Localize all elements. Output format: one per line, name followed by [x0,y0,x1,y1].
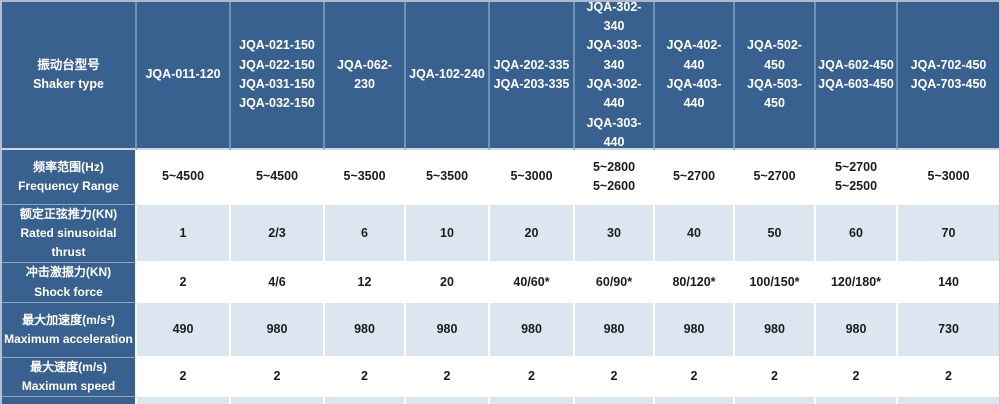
value-cell: 50 [735,205,816,263]
value-cell: 2 [735,358,816,397]
column-header-jqa-021-group: JQA-021-150 JQA-022-150 JQA-031-150 JQA-… [231,2,325,150]
value-cell: 2 [816,358,898,397]
row-label-partial [2,397,137,404]
value-cell: 2 [137,263,231,303]
column-header-jqa-011: JQA-011-120 [137,2,231,150]
value-cell: 60 [816,205,898,263]
value-cell: 10 [406,205,490,263]
value-cell: 980 [735,303,816,358]
value-cell: 2/3 [231,205,325,263]
row-label-shock-force: 冲击激振力(KN) Shock force [2,263,137,303]
value-cell: 980 [490,303,575,358]
value-cell: 5~3000 [898,150,999,205]
row-label-rated-thrust: 额定正弦推力(KN) Rated sinusoidal thrust [2,205,137,263]
value-cell: 5~2700 [735,150,816,205]
value-cell: 5~3500 [406,150,490,205]
value-cell: 12 [325,263,406,303]
value-cell: 5~2700 [655,150,735,205]
value-cell-partial [816,397,898,404]
value-cell: 20 [490,205,575,263]
row-label-max-speed: 最大速度(m/s) Maximum speed [2,358,137,397]
value-cell: 980 [325,303,406,358]
value-cell: 60/90* [575,263,655,303]
column-header-jqa-062: JQA-062-230 [325,2,406,150]
column-header-jqa-302-group: JQA-302-340 JQA-303-340 JQA-302-440 JQA-… [575,2,655,150]
corner-header-shaker-type: 振动台型号 Shaker type [2,2,137,150]
value-cell: 140 [898,263,999,303]
row-label-max-acceleration: 最大加速度(m/s²) Maximum acceleration [2,303,137,358]
value-cell: 120/180* [816,263,898,303]
value-cell: 2 [898,358,999,397]
value-cell-partial [655,397,735,404]
value-cell-partial [137,397,231,404]
value-cell-partial [898,397,999,404]
value-cell: 20 [406,263,490,303]
value-cell: 2 [231,358,325,397]
value-cell: 980 [655,303,735,358]
value-cell: 40/60* [490,263,575,303]
column-header-jqa-602-group: JQA-602-450 JQA-603-450 [816,2,898,150]
value-cell: 980 [231,303,325,358]
value-cell-partial [490,397,575,404]
value-cell-partial [735,397,816,404]
value-cell: 980 [816,303,898,358]
value-cell: 5~2700 5~2500 [816,150,898,205]
value-cell: 730 [898,303,999,358]
value-cell: 2 [137,358,231,397]
value-cell: 980 [575,303,655,358]
value-cell: 5~2800 5~2600 [575,150,655,205]
value-cell: 6 [325,205,406,263]
value-cell: 30 [575,205,655,263]
column-header-jqa-202-group: JQA-202-335 JQA-203-335 [490,2,575,150]
column-header-jqa-402-group: JQA-402-440 JQA-403-440 [655,2,735,150]
value-cell-partial [325,397,406,404]
value-cell: 4/6 [231,263,325,303]
value-cell: 2 [325,358,406,397]
value-cell-partial [231,397,325,404]
value-cell: 980 [406,303,490,358]
value-cell: 2 [490,358,575,397]
value-cell: 2 [406,358,490,397]
value-cell: 40 [655,205,735,263]
value-cell: 5~4500 [231,150,325,205]
value-cell: 1 [137,205,231,263]
value-cell: 5~4500 [137,150,231,205]
value-cell: 80/120* [655,263,735,303]
column-header-jqa-102: JQA-102-240 [406,2,490,150]
value-cell: 5~3000 [490,150,575,205]
value-cell-partial [575,397,655,404]
value-cell: 5~3500 [325,150,406,205]
column-header-jqa-502-group: JQA-502-450 JQA-503-450 [735,2,816,150]
value-cell: 100/150* [735,263,816,303]
column-header-jqa-702-group: JQA-702-450 JQA-703-450 [898,2,999,150]
value-cell-partial [406,397,490,404]
value-cell: 2 [655,358,735,397]
value-cell: 490 [137,303,231,358]
row-label-frequency-range: 频率范围(Hz) Frequency Range [2,150,137,205]
value-cell: 2 [575,358,655,397]
value-cell: 70 [898,205,999,263]
